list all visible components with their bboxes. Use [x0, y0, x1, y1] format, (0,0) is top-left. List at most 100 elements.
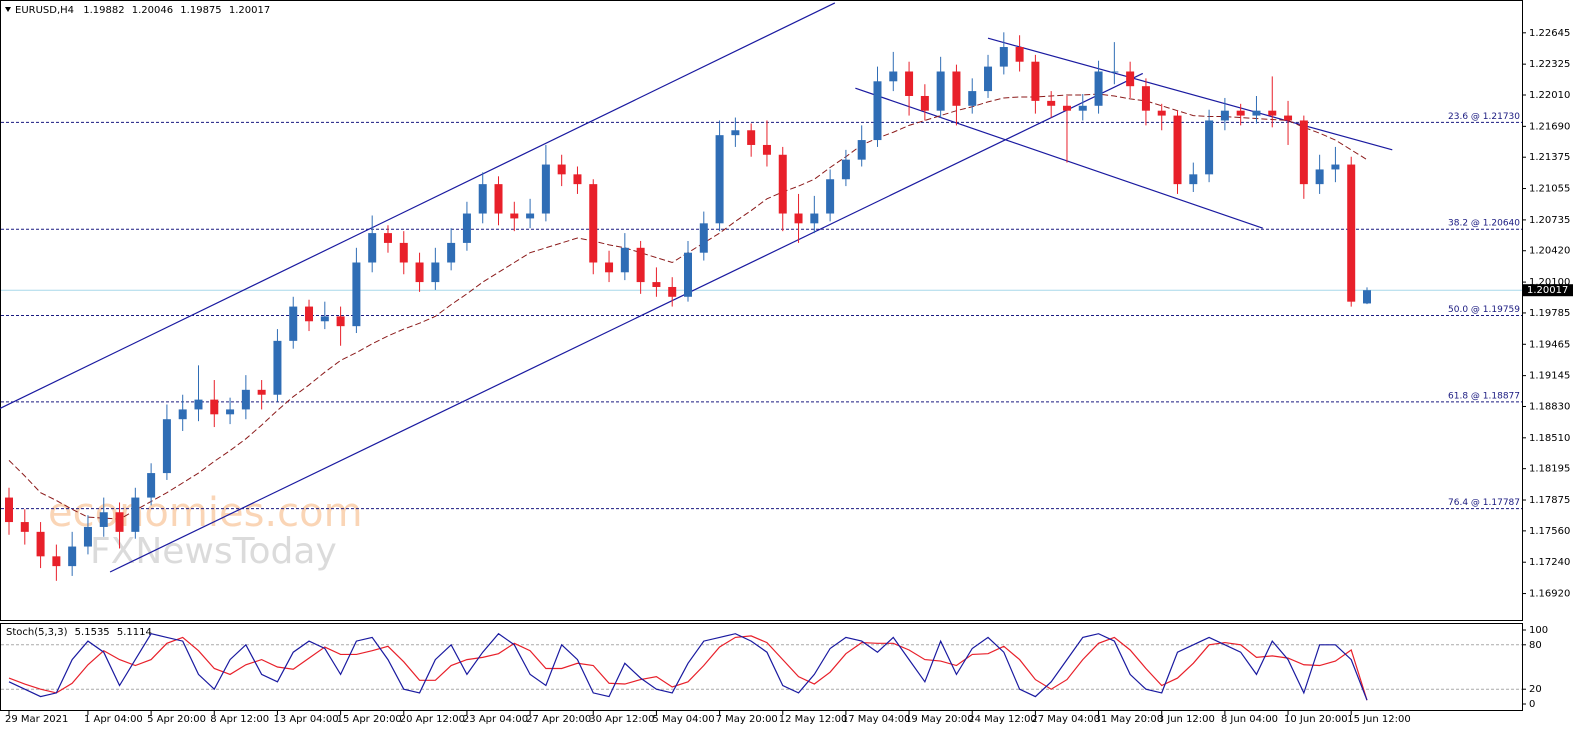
x-tick-label: 1 Apr 04:00	[84, 714, 143, 725]
header-close: 1.20017	[229, 5, 270, 16]
candle-body	[778, 154, 787, 214]
y-tick-label: 1.22010	[1529, 90, 1570, 101]
candle-body	[841, 159, 850, 180]
candle-body	[999, 47, 1008, 67]
fib-label: 50.0 @ 1.19759	[1448, 305, 1520, 315]
x-tick-label: 19 May 20:00	[905, 714, 974, 725]
x-tick-label: 29 Mar 2021	[5, 714, 68, 725]
candle-body	[873, 81, 882, 141]
candle-body	[399, 242, 408, 263]
x-tick-label: 27 Apr 20:00	[526, 714, 591, 725]
candle-body	[526, 213, 535, 219]
candle-body	[1252, 110, 1261, 116]
candle-body	[936, 71, 945, 111]
price-label: 1.20017	[1527, 285, 1568, 296]
chart-header: EURUSD,H4 1.19882 1.20046 1.19875 1.2001…	[15, 5, 270, 16]
y-tick-label: 1.18830	[1529, 401, 1570, 412]
x-tick-label: 7 May 20:00	[716, 714, 778, 725]
y-tick-label: 1.19465	[1529, 339, 1570, 350]
candle-body	[636, 247, 645, 283]
candle-body	[905, 71, 914, 96]
candle-body	[668, 286, 677, 297]
stoch-panel	[0, 623, 1523, 711]
candle-body	[115, 512, 124, 532]
candle-body	[620, 247, 629, 273]
candle-body	[573, 174, 582, 185]
stoch-tick-label: 20	[1529, 684, 1542, 695]
x-tick-label: 30 Apr 12:00	[589, 714, 654, 725]
candle-body	[1126, 71, 1135, 87]
stoch-tick-label: 100	[1529, 625, 1548, 636]
candle-body	[289, 306, 298, 341]
candle-body	[968, 91, 977, 106]
candle-body	[1284, 115, 1293, 121]
candle-body	[5, 497, 13, 523]
y-tick-label: 1.17240	[1529, 557, 1570, 568]
candle-body	[1047, 100, 1056, 106]
x-tick-label: 20 Apr 12:00	[400, 714, 465, 725]
x-tick-label: 27 May 04:00	[1031, 714, 1100, 725]
y-tick-label: 1.21375	[1529, 152, 1570, 163]
candle-body	[194, 399, 203, 410]
candle-body	[226, 409, 235, 415]
y-tick-label: 1.22645	[1529, 28, 1570, 39]
y-tick-label: 1.22325	[1529, 59, 1570, 70]
y-tick-label: 1.20100	[1529, 277, 1570, 288]
collapse-icon	[5, 7, 11, 12]
header-open: 1.19882	[83, 5, 124, 16]
candle-body	[1110, 71, 1119, 73]
x-tick-label: 5 May 04:00	[652, 714, 714, 725]
candle-body	[431, 262, 440, 283]
x-tick-label: 17 May 04:00	[842, 714, 911, 725]
y-tick-label: 1.18195	[1529, 464, 1570, 475]
candle-body	[494, 184, 503, 214]
candle-body	[857, 140, 866, 160]
stoch-tick-label: 80	[1529, 640, 1542, 651]
candle-body	[1220, 110, 1229, 121]
candle-body	[1299, 120, 1308, 185]
candle-body	[1236, 110, 1245, 116]
candle-body	[273, 340, 282, 395]
stoch-k-line	[8, 632, 1368, 701]
candle-body	[920, 95, 929, 111]
y-tick-label: 1.18510	[1529, 433, 1570, 444]
fib-label: 76.4 @ 1.17787	[1448, 498, 1520, 508]
candle-body	[178, 409, 187, 420]
x-tick-label: 23 Apr 04:00	[463, 714, 528, 725]
candle-body	[1347, 164, 1356, 302]
candle-body	[162, 419, 171, 474]
candle-body	[1205, 120, 1214, 175]
stoch-d-line	[8, 635, 1368, 701]
watermark: FXNewsToday	[90, 531, 337, 572]
candle-body	[36, 531, 45, 557]
candle-body	[336, 316, 345, 327]
fib-label: 38.2 @ 1.20640	[1448, 219, 1520, 229]
x-tick-label: 8 Jun 04:00	[1221, 714, 1278, 725]
candle-body	[762, 144, 771, 155]
y-tick-label: 1.16920	[1529, 589, 1570, 600]
candle-body	[241, 389, 250, 410]
symbol: EURUSD,H4	[15, 5, 74, 16]
x-tick-label: 15 Jun 12:00	[1347, 714, 1411, 725]
candle-body	[699, 223, 708, 253]
stoch-tick-label: 0	[1529, 699, 1535, 710]
candle-body	[731, 130, 740, 136]
stoch-k-value: 5.1535	[75, 627, 110, 638]
fib-label: 23.6 @ 1.21730	[1448, 112, 1520, 122]
candle-body	[352, 262, 361, 327]
candle-body	[684, 252, 692, 297]
fib-label: 61.8 @ 1.18877	[1448, 391, 1520, 401]
header-low: 1.19875	[180, 5, 221, 16]
candle-body	[462, 213, 471, 243]
main-panel	[0, 0, 1523, 621]
y-tick-label: 1.17560	[1529, 526, 1570, 537]
stoch-header: Stoch(5,3,3) 5.1535 5.1114	[6, 627, 152, 638]
trendline	[0, 2, 836, 409]
y-tick-label: 1.21690	[1529, 121, 1570, 132]
candle-body	[1062, 105, 1071, 111]
candle-body	[320, 316, 329, 322]
x-tick-label: 24 May 12:00	[968, 714, 1037, 725]
x-tick-label: 13 Apr 04:00	[273, 714, 338, 725]
candle-body	[305, 306, 314, 322]
